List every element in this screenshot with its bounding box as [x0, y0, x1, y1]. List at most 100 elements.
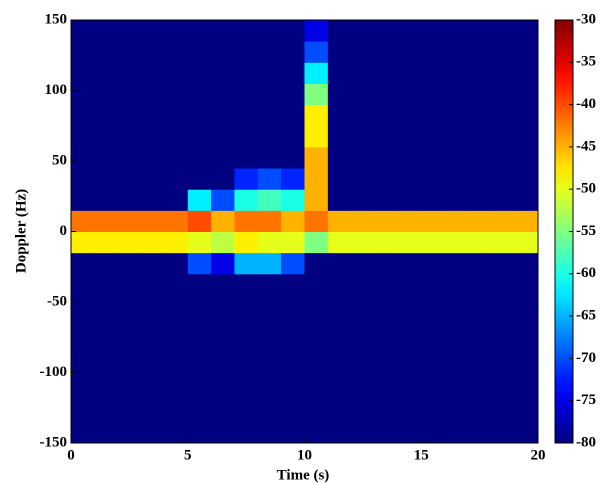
- heatmap-cell: [257, 210, 282, 232]
- heatmap-cell: [164, 337, 189, 359]
- heatmap-cell: [421, 294, 446, 317]
- heatmap-cell: [281, 337, 305, 359]
- x-tick-label: 15: [414, 447, 429, 463]
- heatmap-cell: [117, 231, 142, 254]
- heatmap-cell: [234, 273, 259, 296]
- heatmap-cell: [327, 337, 352, 359]
- heatmap-cell: [257, 62, 282, 84]
- heatmap-cell: [444, 104, 469, 127]
- heatmap-cell: [141, 20, 165, 42]
- heatmap-cell: [211, 379, 235, 402]
- heatmap-cell: [281, 316, 305, 338]
- heatmap-cell: [71, 400, 95, 423]
- heatmap-cell: [94, 83, 119, 106]
- heatmap-cell: [421, 168, 446, 190]
- heatmap-cell: [211, 421, 235, 444]
- heatmap-cell: [211, 252, 235, 275]
- heatmap-cell: [374, 379, 399, 402]
- heatmap-cell: [94, 316, 119, 338]
- heatmap-cell: [187, 189, 212, 211]
- heatmap-cell: [351, 358, 376, 381]
- heatmap-cell: [281, 273, 305, 296]
- heatmap-cell: [187, 125, 212, 148]
- heatmap-cell: [211, 41, 235, 63]
- heatmap-cell: [141, 252, 165, 275]
- heatmap-cell: [374, 400, 399, 423]
- heatmap-cell: [327, 421, 352, 444]
- heatmap-cell: [164, 421, 189, 444]
- heatmap-cell: [374, 62, 399, 84]
- heatmap-cell: [304, 316, 329, 338]
- heatmap-cell: [281, 294, 305, 317]
- heatmap-cell: [374, 189, 399, 211]
- heatmap-cell: [164, 146, 189, 169]
- heatmap-cell: [467, 252, 492, 275]
- heatmap-cell: [374, 168, 399, 190]
- heatmap-cell: [211, 62, 235, 84]
- heatmap-cell: [304, 41, 329, 63]
- heatmap-cell: [514, 189, 539, 211]
- heatmap-cell: [304, 104, 329, 127]
- heatmap-cell: [164, 210, 189, 232]
- heatmap-cell: [187, 231, 212, 254]
- heatmap-cell: [211, 168, 235, 190]
- heatmap-cell: [281, 104, 305, 127]
- heatmap-cell: [351, 421, 376, 444]
- x-tick-label: 10: [297, 447, 312, 463]
- heatmap-cell: [164, 62, 189, 84]
- heatmap-cell: [467, 400, 492, 423]
- heatmap-cell: [234, 83, 259, 106]
- x-tick-label: 0: [67, 447, 75, 463]
- heatmap-cell: [281, 125, 305, 148]
- heatmap-cell: [397, 210, 422, 232]
- y-tick-label: 100: [45, 82, 68, 98]
- heatmap-cell: [351, 189, 376, 211]
- heatmap-cell: [327, 189, 352, 211]
- heatmap-cell: [71, 41, 95, 63]
- heatmap-cell: [141, 231, 165, 254]
- heatmap-cell: [211, 146, 235, 169]
- heatmap-cell: [467, 379, 492, 402]
- heatmap-cell: [94, 125, 119, 148]
- heatmap-cell: [327, 273, 352, 296]
- heatmap-cell: [374, 294, 399, 317]
- y-tick-label: -50: [47, 293, 67, 309]
- heatmap-cell: [421, 316, 446, 338]
- heatmap-cell: [397, 62, 422, 84]
- heatmap-cell: [491, 83, 516, 106]
- heatmap-cell: [257, 146, 282, 169]
- heatmap-cell: [327, 252, 352, 275]
- heatmap-cell: [514, 125, 539, 148]
- heatmap-cell: [211, 273, 235, 296]
- heatmap-cell: [514, 231, 539, 254]
- heatmap-cell: [444, 400, 469, 423]
- heatmap-cell: [374, 125, 399, 148]
- heatmap-cell: [187, 62, 212, 84]
- heatmap-cell: [514, 273, 539, 296]
- heatmap-cell: [327, 41, 352, 63]
- heatmap-cell: [374, 83, 399, 106]
- heatmap-cell: [514, 62, 539, 84]
- heatmap-cell: [234, 62, 259, 84]
- heatmap-cell: [467, 62, 492, 84]
- heatmap-cell: [71, 273, 95, 296]
- heatmap-cell: [444, 146, 469, 169]
- heatmap-cell: [444, 62, 469, 84]
- heatmap-cell: [444, 379, 469, 402]
- heatmap-cell: [257, 168, 282, 190]
- colorbar-tick-label: -30: [576, 11, 596, 27]
- heatmap-cell: [514, 400, 539, 423]
- heatmap-cell: [374, 273, 399, 296]
- heatmap-cell: [444, 273, 469, 296]
- heatmap-cell: [281, 41, 305, 63]
- heatmap-cell: [327, 210, 352, 232]
- heatmap-cell: [211, 210, 235, 232]
- heatmap-cell: [467, 104, 492, 127]
- heatmap-cell: [164, 400, 189, 423]
- heatmap-cell: [397, 20, 422, 42]
- heatmap-cell: [117, 210, 142, 232]
- heatmap-cell: [117, 20, 142, 42]
- heatmap-cell: [444, 358, 469, 381]
- heatmap-cell: [374, 146, 399, 169]
